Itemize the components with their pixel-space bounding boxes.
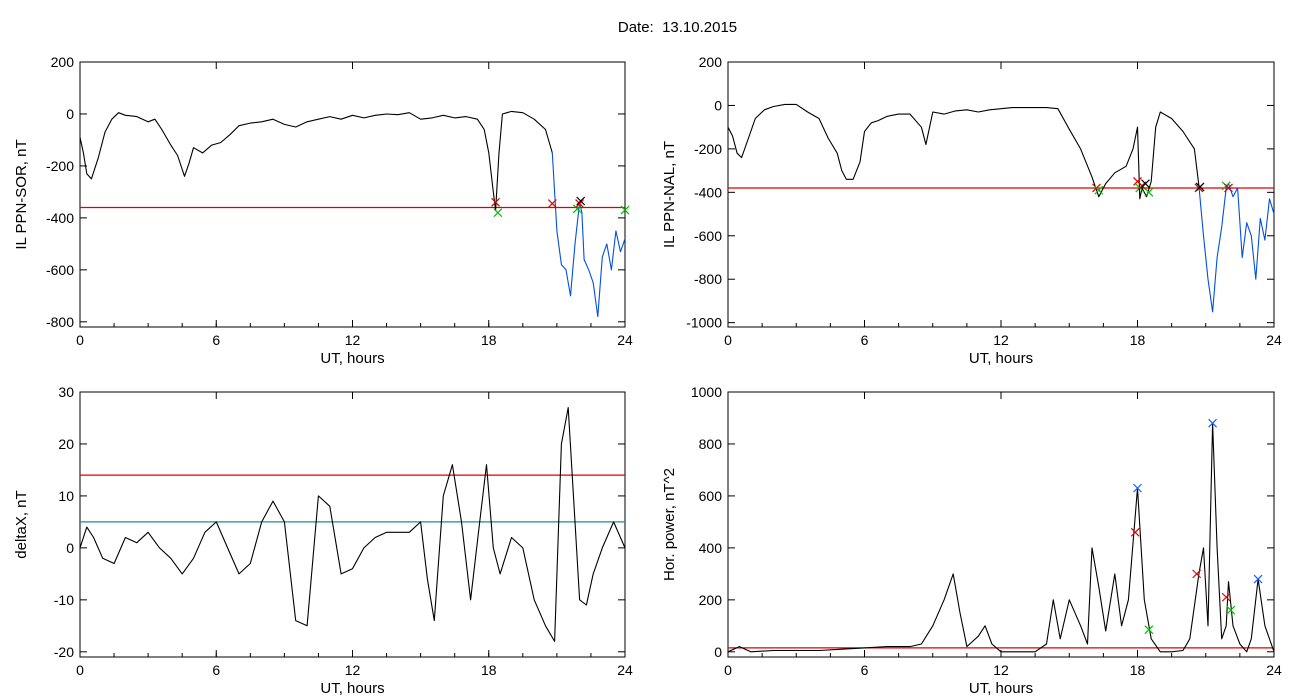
panel-2-marker: [1141, 179, 1150, 189]
panel-3-xtick-label: 24: [617, 662, 633, 678]
panel-3-ytick-label: 30: [58, 384, 74, 400]
panel-3-ytick-label: -10: [54, 592, 74, 608]
panel-3-frame: [79, 391, 626, 658]
panel-3-xlabel: UT, hours: [320, 680, 384, 697]
panel-2-ytick-label: -600: [694, 228, 722, 244]
date-prefix: Date:: [617, 19, 654, 36]
panel-2-ytick-label: -200: [694, 141, 722, 157]
panel-2-ytick-label: 200: [699, 54, 723, 70]
panel-1-frame: [79, 61, 626, 328]
panel-1-xtick-label: 12: [345, 332, 361, 348]
panel-2-xtick-label: 12: [993, 332, 1009, 348]
panel-1-series-line: [79, 110, 553, 211]
panel-2-series-line: [727, 103, 1200, 200]
panel-1-series-line: [551, 152, 626, 318]
panel-4-xtick-label: 12: [993, 662, 1009, 678]
panel-4-ytick-label: 1000: [691, 384, 722, 400]
panel-1-marker: [491, 197, 500, 207]
panel-1-xtick-label: 6: [212, 332, 220, 348]
panel-4-xtick-label: 0: [724, 662, 732, 678]
panel-4-ytick-label: 200: [699, 592, 723, 608]
panel-2-ytick-label: -800: [694, 271, 722, 287]
panel-1-marker: [547, 199, 557, 209]
panel-4-series-line: [727, 422, 1275, 653]
panel-1-marker: [493, 208, 503, 218]
panel-4-marker: [1253, 574, 1263, 584]
panel-4-marker: [1226, 605, 1236, 615]
panel-4-ytick-label: 600: [699, 488, 723, 504]
panel-4-marker: [1192, 569, 1202, 579]
panel-3-xtick-label: 18: [481, 662, 497, 678]
panel-2-marker: [1195, 182, 1205, 192]
panel-2-xtick-label: 6: [861, 332, 869, 348]
panel-3-xtick-label: 6: [212, 662, 220, 678]
panel-2-frame: [727, 61, 1275, 328]
panel-2-marker: [1094, 185, 1104, 195]
panel-3-ylabel: deltaX, nT: [13, 490, 30, 558]
panel-1-xlabel: UT, hours: [320, 350, 384, 367]
panel-2-ytick-label: -1000: [686, 315, 722, 331]
panel-1-ytick-label: -200: [46, 158, 74, 174]
panel-1-xtick-label: 0: [76, 332, 84, 348]
panel-1-ylabel: IL PPN-SOR, nT: [13, 139, 30, 249]
panel-4-xtick-label: 6: [861, 662, 869, 678]
panel-2-ylabel: IL PPN-NAL, nT: [661, 141, 678, 248]
panel-4-marker: [1221, 592, 1231, 602]
panel-3-ytick-label: 0: [66, 540, 74, 556]
date-value: 13.10.2015: [662, 19, 738, 36]
panel-3-ytick-label: 10: [58, 488, 74, 504]
panel-1-marker: [620, 205, 630, 215]
panel-2-marker: [1224, 183, 1233, 193]
panel-2-xtick-label: 18: [1130, 332, 1146, 348]
panel-1-ytick-label: 200: [51, 54, 75, 70]
panel-4-xtick-label: 18: [1130, 662, 1146, 678]
panel-2-ytick-label: -400: [694, 184, 722, 200]
panel-1-ytick-label: -600: [46, 262, 74, 278]
panel-4-marker: [1133, 483, 1142, 493]
panel-4-xlabel: UT, hours: [969, 680, 1033, 697]
panel-3-xtick-label: 12: [345, 662, 361, 678]
panel-3-series-line: [79, 407, 626, 642]
panel-1-ytick-label: 0: [66, 106, 74, 122]
panel-4-frame: [727, 391, 1275, 658]
panel-2-xlabel: UT, hours: [969, 350, 1033, 367]
panel-4-xtick-label: 24: [1266, 662, 1282, 678]
panel-1-marker: [576, 196, 586, 206]
panel-2-xtick-label: 24: [1266, 332, 1282, 348]
panel-1-marker: [572, 204, 582, 214]
panel-4-marker: [1130, 527, 1140, 537]
panel-3-xtick-label: 0: [76, 662, 84, 678]
panel-4-ytick-label: 0: [714, 644, 722, 660]
panel-1-ytick-label: -400: [46, 210, 74, 226]
date-title: Date: 13.10.2015: [0, 19, 1300, 36]
panel-1-marker: [575, 199, 585, 209]
panel-3-ytick-label: -20: [54, 644, 74, 660]
panel-1-xtick-label: 18: [481, 332, 497, 348]
panel-1-ytick-label: -800: [46, 314, 74, 330]
panel-4-marker: [1208, 418, 1217, 428]
panel-2-xtick-label: 0: [724, 332, 732, 348]
panel-4-ytick-label: 800: [699, 436, 723, 452]
panel-4-ylabel: Hor. power, nT^2: [661, 468, 678, 581]
panel-2-ytick-label: 0: [714, 97, 722, 113]
panel-3-ytick-label: 20: [58, 436, 74, 452]
panel-2-series-line: [1198, 183, 1275, 313]
panel-4-ytick-label: 400: [699, 540, 723, 556]
panel-2-marker: [1144, 187, 1154, 197]
panel-4-marker: [1144, 625, 1154, 635]
panel-1-xtick-label: 24: [617, 332, 633, 348]
